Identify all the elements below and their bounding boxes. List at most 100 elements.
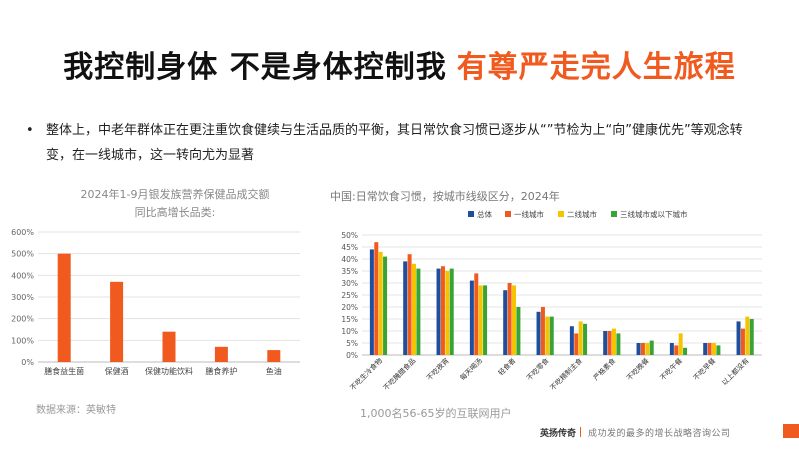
- y-tick-label: 0%: [346, 351, 358, 360]
- bar-6-2: [540, 307, 545, 355]
- y-tick-label: 100%: [11, 336, 34, 345]
- bullet-dot: •: [26, 123, 34, 138]
- left-chart-source: 数据来源：英敏特: [36, 405, 116, 416]
- x-tick-label: 不吃晚餐: [625, 356, 651, 382]
- bar-1-3: [378, 251, 383, 355]
- bar-11-1: [703, 343, 708, 355]
- bar-5-3: [512, 285, 516, 355]
- footer-accent-bar: [783, 424, 799, 438]
- bar-1-1: [369, 249, 374, 355]
- x-tick-label: 以上都没有: [720, 356, 751, 387]
- bar-12-3: [745, 316, 750, 355]
- bar-8-2: [607, 331, 612, 355]
- x-tick-label: 不吃夜宵: [425, 356, 451, 382]
- right-chart-note: 1,000名56-65岁的互联网用户: [360, 407, 512, 420]
- legend-label: 总体: [477, 209, 492, 219]
- y-tick-label: 0%: [21, 358, 34, 367]
- bar-3: [162, 331, 176, 362]
- bar-6-4: [549, 316, 554, 355]
- y-tick-label: 45%: [341, 243, 358, 252]
- y-tick-label: 15%: [341, 315, 358, 324]
- y-tick-label: 35%: [341, 267, 358, 276]
- bar-9-4: [649, 340, 654, 355]
- bar-12-2: [740, 328, 745, 355]
- x-tick-label: 保健功能饮料: [145, 366, 193, 376]
- y-tick-label: 20%: [341, 303, 358, 312]
- bar-4-4: [483, 285, 488, 355]
- bar-11-4: [716, 345, 721, 355]
- x-tick-label: 不吃午餐: [658, 356, 684, 382]
- bar-10-2: [674, 345, 679, 355]
- x-tick-label: 严格素食: [591, 356, 617, 382]
- bar-11-2: [707, 343, 712, 355]
- bar-7-1: [569, 326, 574, 355]
- x-tick-label: 每天喝汤: [458, 356, 484, 382]
- y-tick-label: 25%: [341, 291, 358, 300]
- left-chart-title-line2: 同比高增长品类:: [134, 206, 216, 219]
- bar-5: [267, 350, 281, 362]
- y-tick-label: 50%: [341, 231, 358, 240]
- y-tick-label: 500%: [11, 250, 34, 259]
- bar-11-3: [712, 343, 716, 355]
- bar-4-3: [478, 285, 483, 355]
- x-tick-label: 鱼油: [266, 366, 282, 376]
- bar-2: [110, 281, 124, 362]
- bar-5-2: [507, 283, 512, 355]
- x-tick-label: 膳食养护: [205, 366, 237, 376]
- legend-label: 三线城市或以下城市: [620, 209, 688, 219]
- bar-1: [57, 253, 71, 362]
- bar-9-1: [636, 343, 641, 355]
- left-bar-chart: 0% 100% 200% 300% 400% 500% 600% 膳食益生菌 保健酒 保健功能饮料…: [11, 228, 300, 376]
- y-tick-label: 400%: [11, 271, 34, 280]
- bar-2-3: [412, 263, 416, 355]
- y-tick-label: 30%: [341, 279, 358, 288]
- footer-separator: [580, 427, 581, 437]
- bar-1-2: [374, 242, 379, 355]
- bar-12-4: [749, 319, 754, 355]
- bar-4-1: [469, 280, 474, 355]
- bar-10-1: [669, 343, 674, 355]
- bar-4-2: [474, 273, 479, 355]
- left-chart-title-line1: 2024年1-9月银发族营养保健品成交额: [80, 188, 270, 201]
- bar-4: [214, 346, 228, 362]
- bar-5-1: [503, 290, 508, 355]
- bar-2-1: [403, 261, 408, 355]
- x-tick-label: 不吃早餐: [691, 356, 717, 382]
- bar-2-2: [407, 254, 412, 355]
- bar-10-3: [678, 333, 683, 355]
- legend-label: 一线城市: [514, 209, 544, 219]
- x-tick-label: 不吃生冷食物: [348, 356, 384, 392]
- x-tick-label: 轻食者: [496, 356, 517, 377]
- x-tick-label: 不吃腌腊食品: [381, 356, 417, 392]
- bullet-paragraph: • 整体上，中老年群体正在更注重饮食健续与生活品质的平衡，其日常饮食习惯已逐步从…: [26, 118, 766, 168]
- x-tick-label: 膳食益生菌: [44, 366, 84, 376]
- title-part1: 我控制身体 不是身体控制我: [63, 50, 447, 85]
- y-tick-label: 600%: [11, 228, 34, 237]
- y-tick-label: 40%: [341, 255, 358, 264]
- bar-6-1: [536, 311, 541, 355]
- bar-7-2: [574, 333, 579, 355]
- right-chart-title: 中国:日常饮食习惯，按城市线级区分，2024年: [330, 190, 560, 203]
- bar-6-3: [545, 316, 550, 355]
- bar-3-4: [449, 268, 454, 355]
- y-tick-label: 300%: [11, 293, 34, 302]
- bar-12-1: [736, 321, 741, 355]
- left-chart-title: 2024年1-9月银发族营养保健品成交额 同比高增长品类:: [60, 186, 290, 222]
- page-title: 我控制身体 不是身体控制我 有尊严走完人生旅程: [0, 42, 799, 86]
- legend-swatch: [468, 211, 474, 217]
- bar-5-4: [516, 307, 521, 355]
- bar-9-2: [640, 343, 645, 355]
- y-tick-label: 5%: [346, 339, 358, 348]
- footer-brand: 英扬传奇: [540, 429, 577, 439]
- legend-label: 二线城市: [567, 209, 597, 219]
- bullet-text: 整体上，中老年群体正在更注重饮食健续与生活品质的平衡，其日常饮食习惯已逐步从“”…: [46, 123, 743, 163]
- legend-swatch: [558, 211, 564, 217]
- bar-3-1: [436, 268, 441, 355]
- bar-2-4: [416, 268, 421, 355]
- footer-slogan: 成功发的最多的增长战略咨询公司: [588, 429, 731, 439]
- bar-8-1: [603, 331, 608, 355]
- x-tick-label: 不吃精制主食: [548, 356, 584, 392]
- bar-8-4: [616, 333, 621, 355]
- right-grouped-bar-chart: 总体 一线城市 二线城市 三线城市或以下城市 0% 5% 10% 15% 20% 25% 30% 35…: [341, 209, 762, 392]
- title-part2: 有尊严走完人生旅程: [456, 50, 736, 85]
